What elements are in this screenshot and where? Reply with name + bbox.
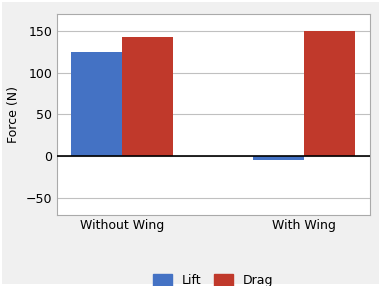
Bar bbox=[304, 31, 355, 156]
Bar bbox=[122, 37, 173, 156]
Bar bbox=[253, 156, 304, 160]
Legend: Lift, Drag: Lift, Drag bbox=[148, 269, 279, 286]
Y-axis label: Force (N): Force (N) bbox=[7, 86, 20, 143]
Bar bbox=[71, 52, 122, 156]
